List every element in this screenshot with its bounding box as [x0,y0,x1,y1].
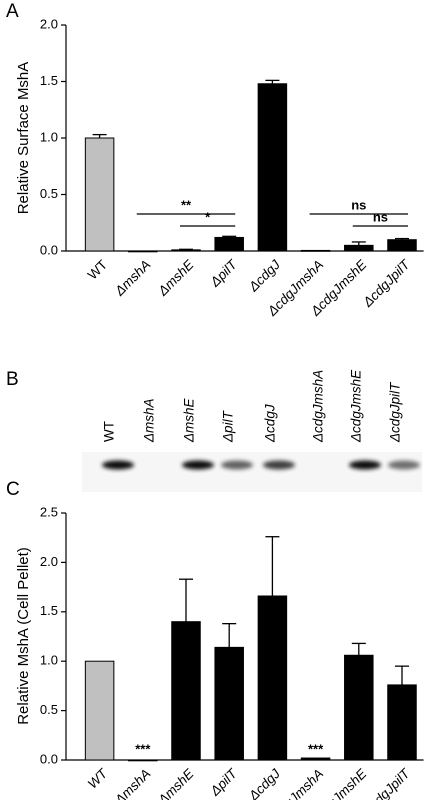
x-tick-label: ΔpilT [207,765,241,799]
bar [387,239,417,252]
blot-band [102,460,134,470]
x-tick-label: ΔcdgJ [245,766,283,800]
lane-label: ΔmshE [182,397,197,443]
x-tick-label: ΔcdgJ [245,257,283,295]
bar [300,249,331,252]
x-tick-label: WT [85,257,110,282]
error-bar [179,578,193,622]
error-bar [222,235,237,238]
blot-band [182,460,214,470]
error-bar [222,623,237,648]
bar [387,684,417,761]
x-tick-label: ΔcdgJpilT [359,765,414,800]
y-tick-label: 0.5 [40,186,58,201]
bar [344,654,374,761]
panel-label: C [6,479,20,500]
y-tick-label: 1.5 [40,73,58,88]
y-tick-label: 2.5 [40,504,58,519]
x-tick-label: WT [85,765,112,792]
x-tick-label: ΔmshA [111,257,153,299]
error-bar [92,133,107,138]
significance-label: * [205,209,211,224]
y-axis-label: Relative MshA (Cell Pellet) [15,547,32,725]
significance-label: *** [135,741,151,756]
y-tick-label: 0.0 [40,751,58,766]
lane-label: WT [102,421,117,442]
y-tick-label: 2.0 [40,554,58,569]
panel-label: A [6,1,19,22]
lane-label: ΔcdgJpilT [388,381,403,443]
y-tick-label: 1.0 [40,129,58,144]
blot-band [263,460,295,470]
panel-label: B [6,369,19,390]
blot-band [388,460,420,470]
bar [257,83,288,252]
lane-label: ΔcdgJ [263,404,278,443]
lane-label: ΔpilT [221,409,236,443]
y-tick-label: 2.0 [40,16,58,31]
bar [214,236,244,252]
bar [344,244,374,252]
x-tick-label: ΔpilT [207,256,241,290]
bar [128,250,158,253]
bar [84,660,115,761]
error-bar [179,248,193,250]
bar [214,646,244,761]
lane-label: ΔcdgJmshA [311,370,326,443]
lane-label: ΔmshA [142,398,157,443]
x-tick-label: ΔmshE [155,256,198,299]
significance-label: *** [308,741,324,756]
bar [171,249,201,252]
significance-label: ns [351,197,366,212]
bar [84,137,115,252]
blot-band [349,460,381,470]
blot-membrane [82,452,422,492]
error-bar [395,665,409,685]
y-tick-label: 1.5 [40,603,58,618]
x-tick-label: ΔcdgJpilT [359,256,414,311]
y-axis-label: Relative Surface MshA [15,62,32,215]
error-bar [265,536,280,596]
x-tick-label: ΔmshE [155,765,198,800]
error-bar [351,241,366,246]
x-tick-label: ΔmshA [111,766,153,800]
significance-label: ns [373,209,388,224]
bar [128,759,158,762]
y-tick-label: 0.0 [40,242,58,257]
lane-label: ΔcdgJmshE [349,369,364,443]
bar [171,621,201,761]
y-tick-label: 1.0 [40,653,58,668]
blot-band [221,460,253,470]
bar [300,757,331,761]
error-bar [395,237,409,240]
significance-label: ** [181,197,192,212]
error-bar [351,642,366,656]
error-bar [265,79,280,84]
y-tick-label: 0.5 [40,702,58,717]
bar [257,595,288,761]
